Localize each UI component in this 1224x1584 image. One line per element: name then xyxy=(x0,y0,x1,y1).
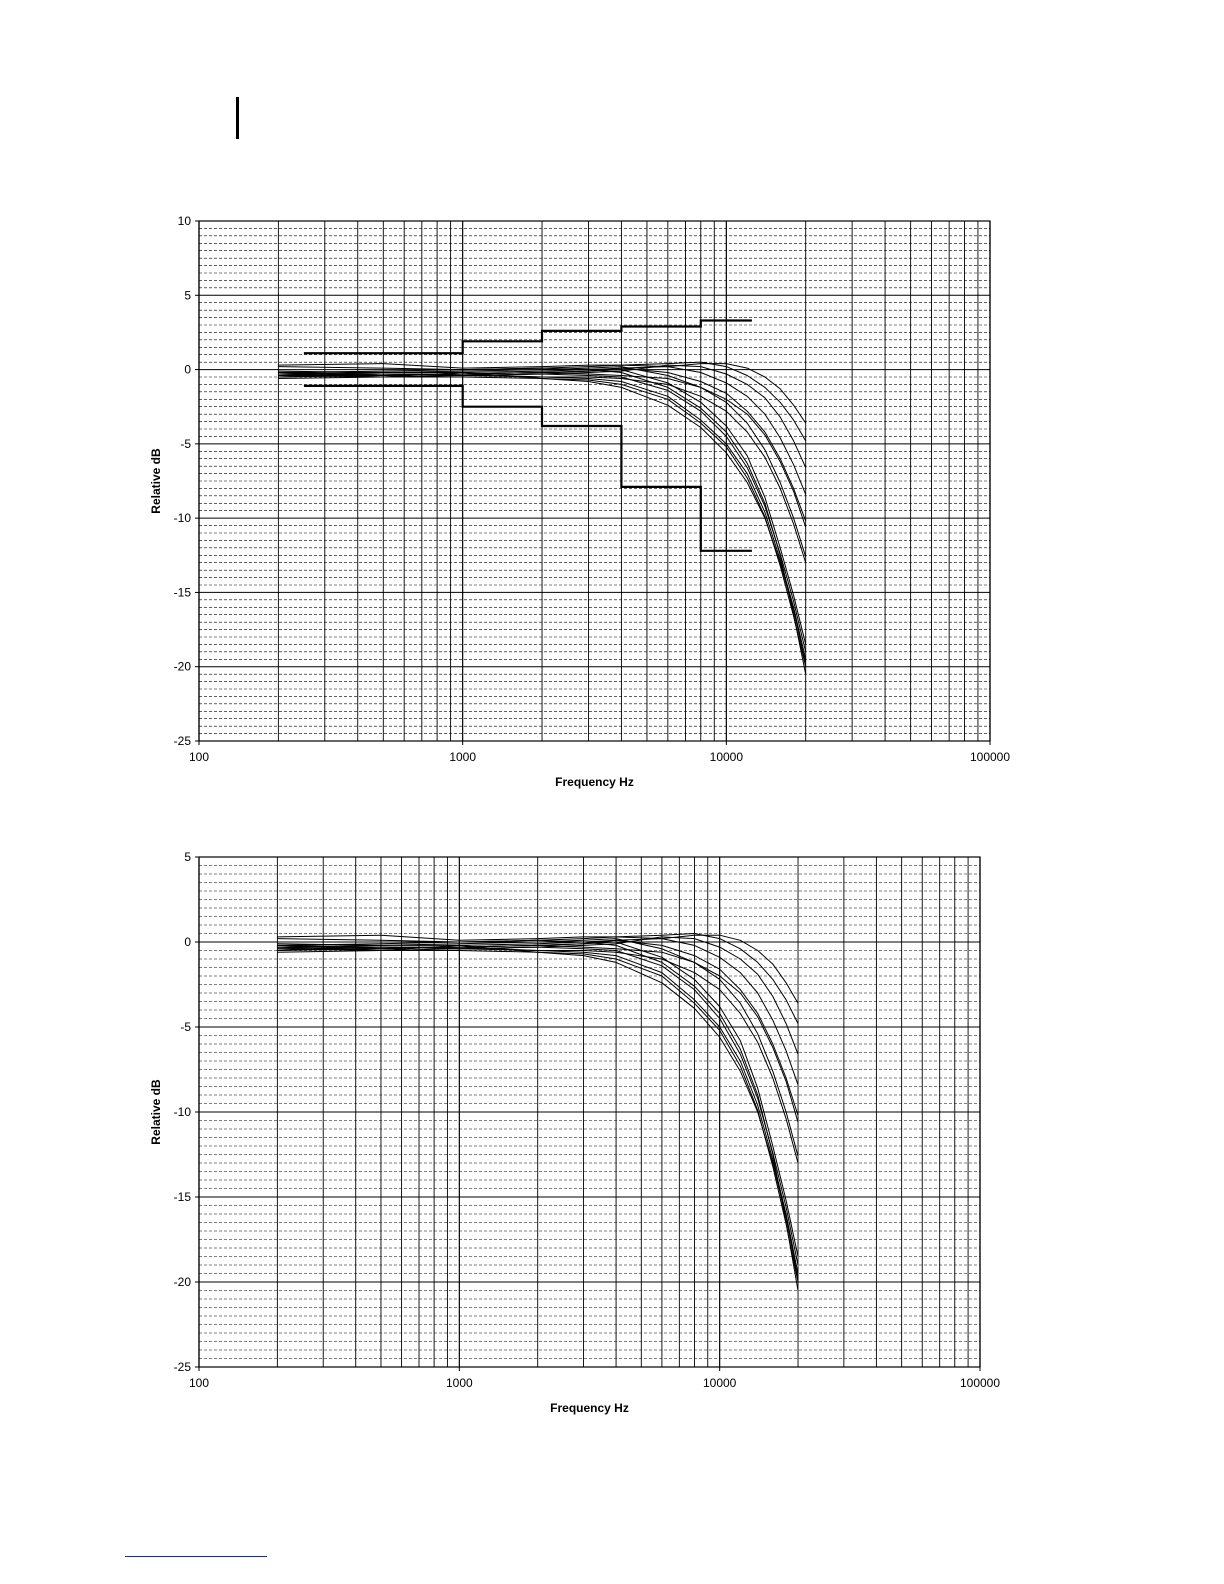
y-tick-label: -20 xyxy=(174,660,192,674)
y-tick-label: -5 xyxy=(180,437,191,451)
response-curves xyxy=(277,933,799,1291)
series-line-6 xyxy=(278,376,807,667)
x-tick-label: 100 xyxy=(189,1376,209,1390)
y-tick-label: -25 xyxy=(174,734,192,748)
y-tick-label: -15 xyxy=(174,1190,192,1204)
series-line-12 xyxy=(278,363,807,424)
x-tick-label: 1000 xyxy=(446,1376,473,1390)
x-axis-title: Frequency Hz xyxy=(555,775,634,789)
x-tick-label: 10000 xyxy=(703,1376,737,1390)
x-tick-label: 1000 xyxy=(449,750,476,764)
y-tick-label: -10 xyxy=(174,511,192,525)
series-line-13 xyxy=(278,372,807,528)
y-tick-label: 0 xyxy=(184,363,191,377)
y-tick-label: -20 xyxy=(174,1275,192,1289)
chart-1: 10 5 0 -5 -10 -15 -20 -25 100 1000 10000 100000 Freq… xyxy=(149,214,1010,789)
horizontal-gridlines xyxy=(199,856,980,1368)
chart-2: 5 0 -5 -10 -15 -20 -25 100 1000 10000 100000 Freque… xyxy=(149,850,1000,1415)
series-line-2 xyxy=(278,373,807,660)
x-axis-title: Frequency Hz xyxy=(550,1401,629,1415)
footnote-rule xyxy=(125,1556,267,1557)
y-axis-title: Relative dB xyxy=(149,448,163,514)
y-tick-label: 10 xyxy=(178,214,192,228)
x-tick-label: 100 xyxy=(189,750,209,764)
y-tick-label: 5 xyxy=(184,850,191,864)
response-curves xyxy=(278,361,807,675)
y-tick-label: -25 xyxy=(174,1360,192,1374)
x-tick-label: 100000 xyxy=(970,750,1010,764)
y-tick-label: -5 xyxy=(180,1020,191,1034)
vertical-gridlines xyxy=(198,221,991,741)
series-line-2 xyxy=(277,946,799,1274)
series-line-10 xyxy=(277,936,799,1055)
series-line-14 xyxy=(277,946,799,1164)
y-tick-label: -10 xyxy=(174,1105,192,1119)
series-line-12 xyxy=(277,934,799,1004)
series-line-11 xyxy=(278,361,807,442)
y-tick-label: 0 xyxy=(184,935,191,949)
x-tick-label: 100000 xyxy=(960,1376,1000,1390)
upper-tolerance-limit xyxy=(303,319,752,355)
x-tick-label: 10000 xyxy=(710,750,744,764)
series-line-7 xyxy=(277,938,799,1157)
lower-tolerance-limit xyxy=(303,384,752,552)
series-line-7 xyxy=(278,366,807,557)
page-margin-bar xyxy=(236,97,239,139)
series-line-14 xyxy=(278,373,807,563)
plot-frame xyxy=(198,220,991,742)
series-line-8 xyxy=(278,367,807,522)
y-tick-label: 5 xyxy=(184,288,191,302)
series-line-11 xyxy=(277,933,799,1024)
series-line-13 xyxy=(277,944,799,1123)
series-line-8 xyxy=(277,939,799,1116)
y-tick-label: -15 xyxy=(174,585,192,599)
series-line-6 xyxy=(277,950,799,1283)
y-axis-title: Relative dB xyxy=(149,1079,163,1145)
